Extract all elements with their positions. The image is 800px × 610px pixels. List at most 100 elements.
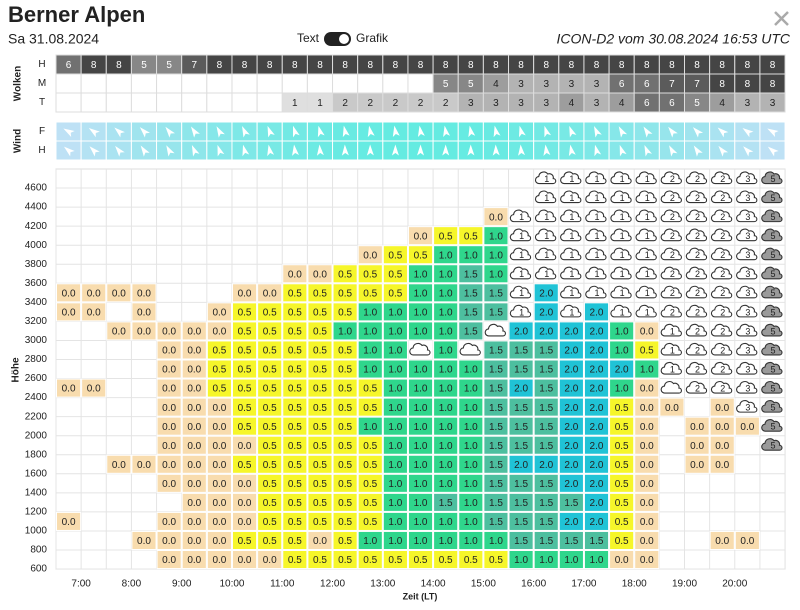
cloud-number: 1 bbox=[595, 269, 600, 279]
thermal-cell bbox=[533, 435, 559, 455]
y-label: 4400 bbox=[25, 202, 48, 213]
thermal-value: 0.0 bbox=[238, 498, 252, 509]
thermal-value: 1.0 bbox=[388, 384, 402, 395]
cloud-icon bbox=[761, 266, 783, 280]
y-label: 4200 bbox=[25, 221, 48, 232]
thermal-value: 1.0 bbox=[388, 365, 402, 376]
cloud-number: 1 bbox=[544, 174, 549, 184]
thermal-value: 0.5 bbox=[263, 498, 277, 509]
thermal-value: 0.0 bbox=[313, 269, 327, 280]
cloud-cell bbox=[55, 73, 82, 94]
thermal-value: 1.0 bbox=[439, 479, 453, 490]
cloud-value: 8 bbox=[493, 60, 499, 71]
thermal-cell bbox=[332, 511, 358, 531]
cloud-number: 1 bbox=[519, 269, 524, 279]
thermal-value: 0.5 bbox=[464, 555, 478, 566]
thermal-cell bbox=[533, 340, 559, 360]
thermal-value: 1.0 bbox=[439, 403, 453, 414]
cloud-icon bbox=[761, 400, 783, 413]
thermal-cell bbox=[382, 302, 408, 322]
thermal-cell bbox=[307, 550, 333, 570]
cloud-number: 1 bbox=[519, 307, 524, 317]
cloud-number: 5 bbox=[770, 441, 775, 451]
thermal-value: 1.5 bbox=[514, 517, 528, 528]
thermal-value: 0.5 bbox=[288, 308, 302, 319]
thermal-value: 0.5 bbox=[338, 517, 352, 528]
cloud-value: 8 bbox=[443, 60, 449, 71]
thermal-value: 1.5 bbox=[514, 365, 528, 376]
cloud-icon bbox=[534, 266, 557, 280]
cloud-number: 5 bbox=[770, 422, 775, 432]
thermal-cell bbox=[407, 302, 434, 322]
cloud-icon bbox=[509, 285, 532, 299]
thermal-value: 0.5 bbox=[288, 460, 302, 471]
cloud-value: 7 bbox=[669, 79, 675, 90]
thermal-cell bbox=[257, 550, 283, 570]
thermal-value: 0.5 bbox=[388, 555, 402, 566]
thermal-value: 0.0 bbox=[162, 346, 176, 357]
thermal-cell bbox=[433, 340, 459, 360]
thermal-value: 1.0 bbox=[363, 422, 377, 433]
cloud-number: 3 bbox=[745, 231, 750, 241]
thermal-value: 1.5 bbox=[489, 517, 503, 528]
thermal-value: 0.0 bbox=[162, 479, 176, 490]
thermal-value: 0.0 bbox=[715, 403, 729, 414]
toggle-text[interactable]: Text bbox=[297, 31, 320, 45]
thermal-cell bbox=[131, 530, 157, 551]
cloud-icon bbox=[560, 228, 582, 242]
thermal-value: 2.0 bbox=[539, 308, 553, 319]
thermal-cell bbox=[156, 454, 182, 474]
cloud-icon bbox=[534, 190, 557, 204]
wind-arrow bbox=[316, 144, 324, 156]
thermal-value: 0.5 bbox=[363, 384, 377, 395]
thermal-value: 2.0 bbox=[590, 460, 604, 471]
thermal-value: 1.5 bbox=[564, 536, 578, 547]
toggle-grafik[interactable]: Grafik bbox=[356, 31, 389, 45]
thermal-cell bbox=[433, 302, 459, 322]
thermal-value: 1.0 bbox=[414, 308, 428, 319]
cloud-value: 8 bbox=[518, 60, 524, 71]
thermal-cell bbox=[483, 340, 509, 360]
thermal-cell bbox=[231, 454, 258, 474]
thermal-cell bbox=[257, 302, 283, 322]
cloud-value: 8 bbox=[719, 79, 725, 90]
thermal-value: 0.0 bbox=[137, 308, 151, 319]
x-label: 7:00 bbox=[71, 579, 91, 590]
thermal-cell bbox=[508, 416, 534, 436]
thermal-value: 1.0 bbox=[439, 384, 453, 395]
close-button[interactable] bbox=[774, 11, 789, 26]
cloud-icon bbox=[635, 209, 657, 223]
thermal-cell bbox=[558, 378, 584, 398]
thermal-cell bbox=[332, 283, 358, 303]
cloud-value: 5 bbox=[468, 79, 474, 90]
thermal-cell bbox=[458, 245, 484, 265]
thermal-cell bbox=[609, 359, 635, 379]
cloud-number: 1 bbox=[645, 250, 650, 260]
row-label: F bbox=[39, 126, 45, 137]
cloud-number: 2 bbox=[720, 307, 725, 317]
thermal-value: 0.5 bbox=[615, 517, 629, 528]
cloud-number: 2 bbox=[720, 193, 725, 203]
thermal-cell bbox=[282, 340, 308, 360]
wind-arrow bbox=[443, 125, 451, 138]
thermal-cell bbox=[483, 454, 509, 474]
y-label: 3600 bbox=[25, 278, 48, 289]
cloud-number: 1 bbox=[620, 174, 625, 184]
cloud-cell bbox=[130, 73, 158, 94]
thermal-value: 0.0 bbox=[187, 403, 201, 414]
cloud-cell bbox=[156, 73, 183, 94]
thermal-cell bbox=[433, 473, 459, 493]
y-label: 3000 bbox=[25, 335, 48, 346]
cloud-value: 6 bbox=[644, 98, 650, 109]
thermal-cell bbox=[181, 550, 207, 570]
thermal-value: 0.5 bbox=[263, 308, 277, 319]
row-label: H bbox=[38, 145, 45, 156]
cloud-icon bbox=[660, 323, 682, 337]
x-label: 13:00 bbox=[370, 579, 395, 590]
y-label: 1000 bbox=[25, 526, 48, 537]
thermal-cell bbox=[156, 397, 182, 417]
wind-arrow bbox=[718, 145, 729, 157]
cloud-icon bbox=[635, 304, 657, 318]
cloud-cell bbox=[281, 73, 308, 94]
